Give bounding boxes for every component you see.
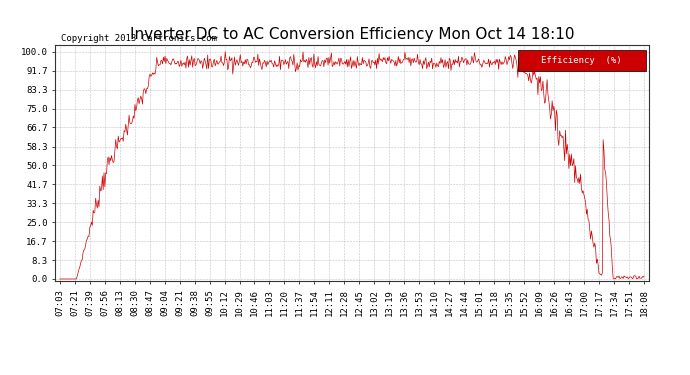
FancyBboxPatch shape <box>518 50 646 71</box>
Text: Efficiency  (%): Efficiency (%) <box>541 56 622 65</box>
Title: Inverter DC to AC Conversion Efficiency Mon Oct 14 18:10: Inverter DC to AC Conversion Efficiency … <box>130 27 574 42</box>
Text: Copyright 2013 Cartronics.com: Copyright 2013 Cartronics.com <box>61 34 217 43</box>
